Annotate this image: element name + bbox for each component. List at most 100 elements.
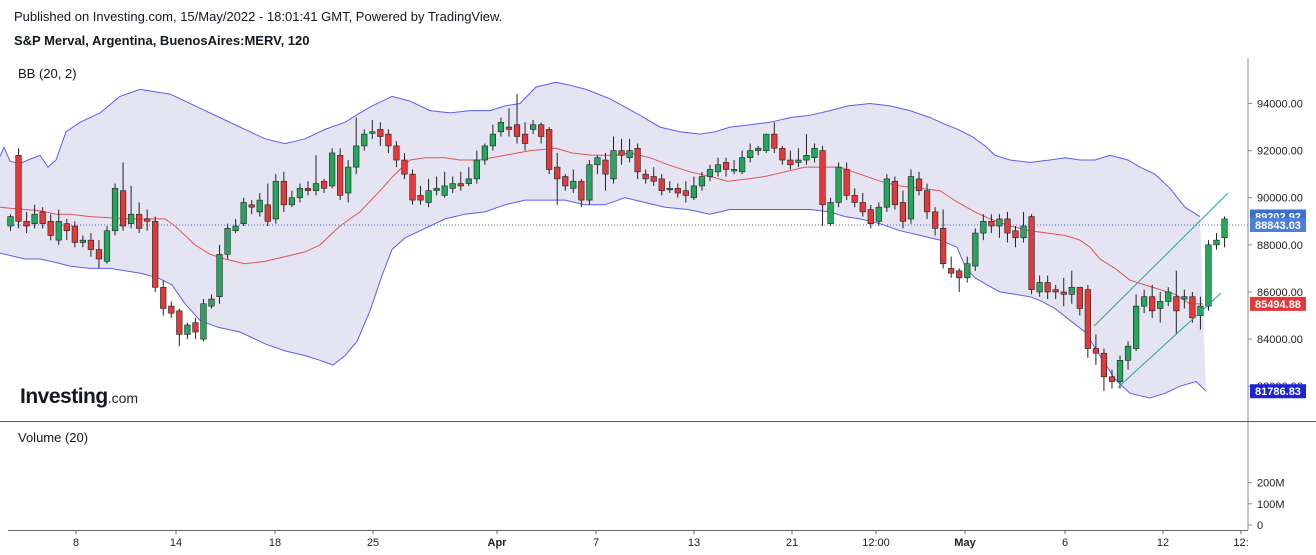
candle-body	[811, 147, 818, 158]
candle-body	[891, 180, 898, 206]
volume-tick-label: 0	[1257, 520, 1263, 532]
candle-body	[1084, 289, 1091, 349]
candle-body	[119, 190, 127, 227]
candle-body	[513, 124, 521, 137]
candle-body	[594, 157, 601, 166]
candle-body	[337, 155, 344, 196]
candle-body	[1108, 376, 1116, 382]
candle-body	[787, 159, 794, 166]
candle-body	[771, 133, 778, 149]
candle-body	[288, 197, 296, 206]
candle-body	[1205, 244, 1212, 307]
candle-body	[361, 133, 368, 147]
candle-body	[626, 150, 633, 158]
candle-body	[176, 310, 183, 335]
candle-body	[755, 147, 762, 151]
candle-body	[184, 324, 191, 335]
candle-body	[546, 129, 553, 170]
candle-body	[1213, 239, 1220, 246]
y-tick-label: 92000.00	[1257, 146, 1303, 158]
candle-body	[1036, 282, 1043, 293]
candle-body	[1100, 352, 1108, 378]
candle-body	[931, 211, 939, 229]
x-tick-label: 13	[688, 537, 700, 549]
candle-body	[972, 232, 979, 267]
candle-body	[71, 225, 78, 243]
candle-body	[730, 169, 738, 172]
y-tick-label: 88000.00	[1257, 240, 1303, 252]
x-tick-label: Apr	[488, 537, 508, 549]
y-tick-label: 90000.00	[1257, 193, 1303, 205]
candle-body	[1068, 286, 1075, 295]
candle-body	[1004, 218, 1011, 234]
bollinger-band-fill	[0, 82, 1206, 399]
publish-caption: Published on Investing.com, 15/May/2022 …	[14, 9, 503, 24]
candle-body	[393, 145, 400, 161]
candle-body	[851, 195, 858, 203]
investing-logo: Investing.com	[20, 385, 138, 409]
candle-body	[15, 155, 22, 222]
candle-body	[1133, 305, 1140, 349]
x-tick-label: 18	[269, 537, 281, 549]
candle-body	[948, 268, 955, 274]
candle-body	[827, 202, 834, 224]
candle-body	[1116, 360, 1124, 382]
candle-body	[216, 253, 223, 297]
candle-body	[87, 239, 94, 250]
candle-body	[168, 305, 175, 314]
candle-body	[328, 152, 336, 187]
candle-body	[95, 249, 103, 260]
candle-body	[1141, 296, 1148, 307]
candle-body	[521, 133, 529, 144]
candle-body	[377, 129, 384, 137]
candle-body	[272, 180, 279, 220]
candle-body	[956, 270, 963, 279]
candle-body	[1149, 296, 1156, 312]
price-tag-label-lower-band: 81786.83	[1255, 386, 1301, 398]
candle-body	[160, 286, 167, 309]
candle-body	[441, 185, 448, 196]
y-tick-label: 84000.00	[1257, 334, 1303, 346]
candle-body	[505, 126, 513, 130]
candle-body	[264, 204, 271, 222]
price-tag-label-last-price: 88843.03	[1255, 220, 1301, 232]
logo-brand: Investing	[20, 385, 108, 408]
x-tick-label: 12:	[1233, 537, 1248, 549]
candle-body	[409, 173, 416, 201]
candle-body	[473, 159, 480, 180]
bollinger-lower-line	[0, 197, 1207, 399]
candle-body	[586, 164, 593, 201]
price-tag-last-price	[1250, 217, 1306, 232]
candle-body	[47, 221, 54, 236]
candle-body	[345, 166, 352, 194]
volume-tick-label: 200M	[1257, 478, 1285, 490]
candle-body	[1028, 216, 1035, 290]
candle-body	[385, 133, 392, 147]
candle-body	[1060, 291, 1067, 295]
candle-body	[256, 199, 263, 213]
candle-body	[200, 303, 207, 340]
candle-body	[859, 202, 866, 213]
bollinger-legend-label: BB (20, 2)	[18, 66, 77, 81]
candle-body	[980, 221, 987, 234]
candle-body	[103, 230, 111, 262]
y-tick-label: 94000.00	[1257, 99, 1303, 111]
x-tick-label: 14	[170, 537, 182, 549]
candle-body	[1221, 218, 1228, 239]
candle-body	[144, 218, 151, 222]
x-tick-label: 7	[593, 537, 599, 549]
candle-body	[923, 190, 931, 213]
price-tag-label-basis: 85494.88	[1255, 299, 1301, 311]
x-tick-label: 8	[73, 537, 79, 549]
candle-body	[401, 159, 408, 175]
candle-body	[570, 180, 577, 189]
candle-body	[529, 124, 537, 130]
candle-body	[304, 188, 312, 191]
symbol-title: S&P Merval, Argentina, BuenosAires:MERV,…	[14, 33, 310, 48]
candle-body	[883, 178, 890, 208]
candle-body	[1020, 225, 1027, 239]
candle-body	[739, 157, 746, 173]
candle-body	[875, 206, 882, 222]
candle-body	[650, 176, 657, 182]
